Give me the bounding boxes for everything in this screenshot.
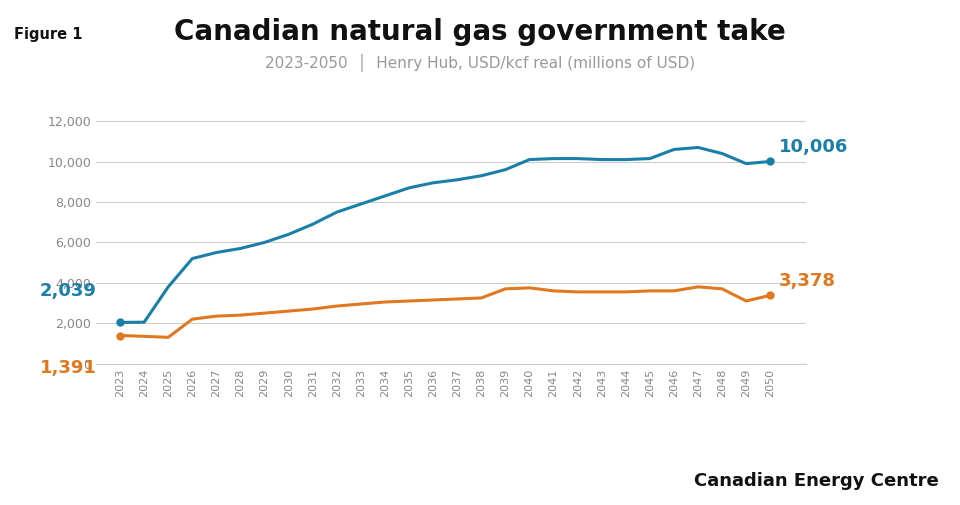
Government Take My Economics (Henry Hub, $4 USD/kcf, real) (Million USD): [620, 157, 632, 163]
Government Take My Economics (Henry Hub, $3 USD/kcf, real) (Million USD): [740, 298, 752, 304]
Government Take My Economics (Henry Hub, $3 USD/kcf, real) (Million USD): [331, 303, 343, 309]
Government Take My Economics (Henry Hub, $3 USD/kcf, real) (Million USD): [475, 295, 487, 301]
Government Take My Economics (Henry Hub, $4 USD/kcf, real) (Million USD): [307, 221, 319, 227]
Government Take My Economics (Henry Hub, $3 USD/kcf, real) (Million USD): [379, 299, 391, 305]
Government Take My Economics (Henry Hub, $3 USD/kcf, real) (Million USD): [764, 292, 776, 298]
Government Take My Economics (Henry Hub, $3 USD/kcf, real) (Million USD): [283, 308, 295, 314]
Government Take My Economics (Henry Hub, $4 USD/kcf, real) (Million USD): [668, 146, 680, 153]
Government Take My Economics (Henry Hub, $4 USD/kcf, real) (Million USD): [355, 201, 367, 207]
Government Take My Economics (Henry Hub, $4 USD/kcf, real) (Million USD): [331, 209, 343, 215]
Government Take My Economics (Henry Hub, $4 USD/kcf, real) (Million USD): [572, 156, 584, 162]
Government Take My Economics (Henry Hub, $4 USD/kcf, real) (Million USD): [403, 185, 415, 191]
Government Take My Economics (Henry Hub, $4 USD/kcf, real) (Million USD): [716, 150, 728, 157]
Government Take My Economics (Henry Hub, $4 USD/kcf, real) (Million USD): [379, 193, 391, 199]
Text: 2,039: 2,039: [39, 282, 96, 300]
Government Take My Economics (Henry Hub, $3 USD/kcf, real) (Million USD): [307, 306, 319, 312]
Government Take My Economics (Henry Hub, $4 USD/kcf, real) (Million USD): [644, 156, 656, 162]
Government Take My Economics (Henry Hub, $3 USD/kcf, real) (Million USD): [427, 297, 439, 303]
Government Take My Economics (Henry Hub, $4 USD/kcf, real) (Million USD): [283, 231, 295, 237]
Government Take My Economics (Henry Hub, $3 USD/kcf, real) (Million USD): [210, 313, 222, 319]
Government Take My Economics (Henry Hub, $3 USD/kcf, real) (Million USD): [162, 334, 174, 340]
Government Take My Economics (Henry Hub, $3 USD/kcf, real) (Million USD): [668, 288, 680, 294]
Government Take My Economics (Henry Hub, $4 USD/kcf, real) (Million USD): [692, 144, 704, 150]
Government Take My Economics (Henry Hub, $3 USD/kcf, real) (Million USD): [524, 285, 536, 291]
Government Take My Economics (Henry Hub, $4 USD/kcf, real) (Million USD): [764, 159, 776, 165]
Text: 3,378: 3,378: [779, 272, 835, 290]
Government Take My Economics (Henry Hub, $3 USD/kcf, real) (Million USD): [572, 289, 584, 295]
Text: Figure 1: Figure 1: [14, 27, 83, 42]
Government Take My Economics (Henry Hub, $4 USD/kcf, real) (Million USD): [114, 319, 126, 325]
Government Take My Economics (Henry Hub, $4 USD/kcf, real) (Million USD): [259, 239, 271, 245]
Line: Government Take My Economics (Henry Hub, $4 USD/kcf, real) (Million USD): Government Take My Economics (Henry Hub,…: [120, 147, 770, 322]
Government Take My Economics (Henry Hub, $4 USD/kcf, real) (Million USD): [524, 157, 536, 163]
Government Take My Economics (Henry Hub, $3 USD/kcf, real) (Million USD): [692, 284, 704, 290]
Government Take My Economics (Henry Hub, $3 USD/kcf, real) (Million USD): [355, 301, 367, 307]
Text: Canadian Energy Centre: Canadian Energy Centre: [694, 472, 939, 490]
Government Take My Economics (Henry Hub, $3 USD/kcf, real) (Million USD): [644, 288, 656, 294]
Text: Canadian natural gas government take: Canadian natural gas government take: [174, 18, 786, 45]
Government Take My Economics (Henry Hub, $3 USD/kcf, real) (Million USD): [186, 316, 198, 322]
Government Take My Economics (Henry Hub, $4 USD/kcf, real) (Million USD): [235, 245, 247, 251]
Government Take My Economics (Henry Hub, $3 USD/kcf, real) (Million USD): [716, 286, 728, 292]
Government Take My Economics (Henry Hub, $4 USD/kcf, real) (Million USD): [427, 180, 439, 186]
Government Take My Economics (Henry Hub, $4 USD/kcf, real) (Million USD): [162, 284, 174, 290]
Government Take My Economics (Henry Hub, $4 USD/kcf, real) (Million USD): [475, 173, 487, 179]
Government Take My Economics (Henry Hub, $4 USD/kcf, real) (Million USD): [210, 249, 222, 256]
Text: 1,391: 1,391: [39, 359, 96, 377]
Text: 10,006: 10,006: [779, 138, 848, 156]
Government Take My Economics (Henry Hub, $3 USD/kcf, real) (Million USD): [138, 333, 150, 339]
Text: 2023-2050  │  Henry Hub, USD/kcf real (millions of USD): 2023-2050 │ Henry Hub, USD/kcf real (mil…: [265, 53, 695, 71]
Government Take My Economics (Henry Hub, $3 USD/kcf, real) (Million USD): [403, 298, 415, 304]
Government Take My Economics (Henry Hub, $3 USD/kcf, real) (Million USD): [620, 289, 632, 295]
Government Take My Economics (Henry Hub, $3 USD/kcf, real) (Million USD): [451, 296, 463, 302]
Government Take My Economics (Henry Hub, $3 USD/kcf, real) (Million USD): [548, 288, 560, 294]
Government Take My Economics (Henry Hub, $4 USD/kcf, real) (Million USD): [451, 177, 463, 183]
Line: Government Take My Economics (Henry Hub, $3 USD/kcf, real) (Million USD): Government Take My Economics (Henry Hub,…: [120, 287, 770, 337]
Government Take My Economics (Henry Hub, $4 USD/kcf, real) (Million USD): [596, 157, 608, 163]
Government Take My Economics (Henry Hub, $3 USD/kcf, real) (Million USD): [235, 312, 247, 318]
Government Take My Economics (Henry Hub, $4 USD/kcf, real) (Million USD): [138, 319, 150, 325]
Government Take My Economics (Henry Hub, $4 USD/kcf, real) (Million USD): [186, 256, 198, 262]
Government Take My Economics (Henry Hub, $3 USD/kcf, real) (Million USD): [499, 286, 511, 292]
Government Take My Economics (Henry Hub, $3 USD/kcf, real) (Million USD): [114, 332, 126, 338]
Government Take My Economics (Henry Hub, $4 USD/kcf, real) (Million USD): [740, 161, 752, 167]
Government Take My Economics (Henry Hub, $4 USD/kcf, real) (Million USD): [499, 167, 511, 173]
Government Take My Economics (Henry Hub, $3 USD/kcf, real) (Million USD): [596, 289, 608, 295]
Government Take My Economics (Henry Hub, $3 USD/kcf, real) (Million USD): [259, 310, 271, 316]
Government Take My Economics (Henry Hub, $4 USD/kcf, real) (Million USD): [548, 156, 560, 162]
